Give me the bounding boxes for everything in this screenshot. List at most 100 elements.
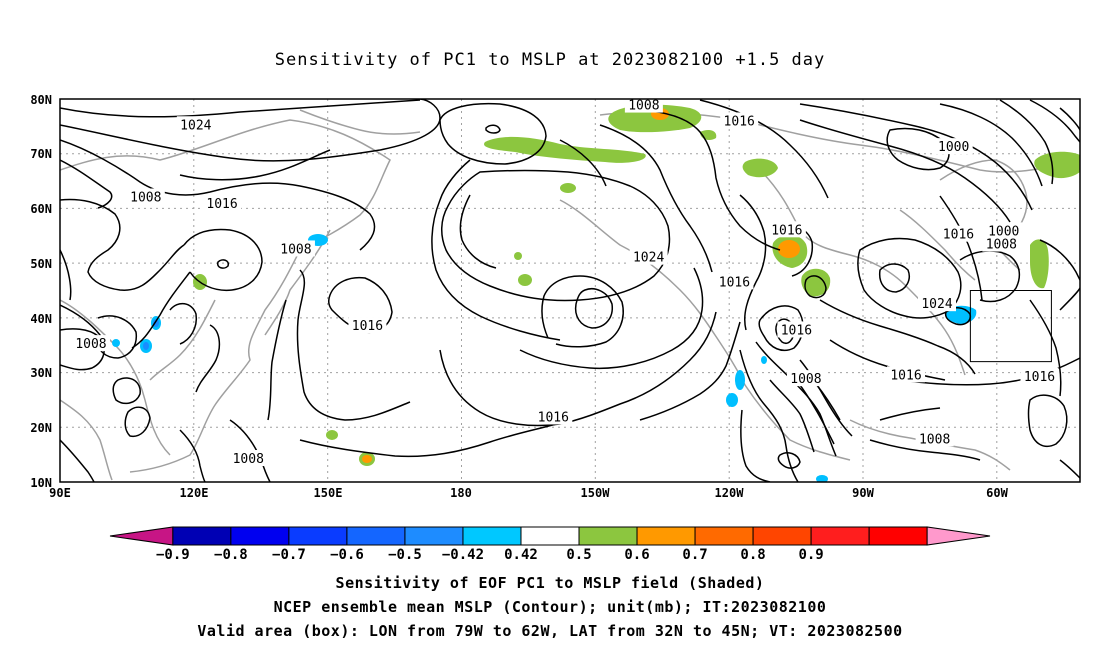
positive-patch-strong [362,455,372,463]
negative-patch [112,339,120,347]
longitude-labels: 90E 120E 150E 180 150W 120W 90W 60W [49,486,1008,500]
contour-label: 1008 [280,242,311,257]
caption-line-3: Valid area (box): LON from 79W to 62W, L… [197,622,903,640]
contour-label-bg [767,221,806,238]
contour-label: 1016 [1024,370,1055,385]
lat-label: 40N [30,312,52,326]
contour-label: 1016 [781,323,812,338]
colorbar [109,526,991,546]
map-border [59,98,1081,483]
map-title: Sensitivity of PC1 to MSLP at 2023082100… [274,50,826,70]
positive-patch [742,158,778,178]
contour-label: 1008 [919,432,950,447]
contour-label-bg [982,235,1021,252]
contour-label: 1008 [75,337,106,352]
positive-patch [484,136,646,163]
contour-label-bg [624,99,663,113]
colorbar-tick-label: 0.9 [798,547,823,563]
colorbar-tick-label: −0.9 [156,547,190,563]
colorbar-swatch [288,526,348,546]
caption-line-1: Sensitivity of EOF PC1 to MSLP field (Sh… [335,574,765,592]
colorbar-swatch [520,526,580,546]
contour-label-bg [348,317,387,334]
contour-label: 1008 [986,238,1017,253]
contour-label: 1008 [130,190,161,205]
contour-label: 1016 [206,197,237,212]
lon-label: 90W [852,486,874,500]
colorbar-swatch [694,526,754,546]
valid-area-box [969,290,1052,363]
colorbar-labels: −0.9 −0.8 −0.7 −0.6 −0.5 −0.42 0.42 0.5 0.6 0.7 0.… [156,547,824,563]
negative-patch-strong [153,319,159,327]
lon-label: 60W [986,486,1008,500]
negative-patch [816,475,828,482]
contour-label: 1016 [719,275,750,290]
contour-label-bg [720,112,759,129]
caption-line-2: NCEP ensemble mean MSLP (Contour); unit(… [273,598,827,616]
positive-patch [801,268,831,297]
contour-label: 1016 [352,319,383,334]
lat-label: 50N [30,257,52,271]
contour-label-bg [276,240,315,257]
contour-label-bg [629,248,668,265]
colorbar-tick-label: −0.8 [214,547,248,563]
contour-label: 1008 [790,372,821,387]
colorbar-tick-label: −0.6 [330,547,364,563]
contour-label-bg [887,366,926,383]
lon-label: 180 [450,486,472,500]
colorbar-tick-label: 0.8 [740,547,765,563]
lat-label: 30N [30,366,52,380]
contour-label: 1016 [890,368,921,383]
colorbar-swatch [172,526,232,546]
colorbar-under-arrow [109,526,174,546]
contour-label-bg [126,188,165,205]
lat-label: 80N [30,93,52,107]
contour-label-bg [918,295,957,312]
colorbar-swatch [868,526,928,546]
colorbar-tick-label: 0.6 [624,547,649,563]
positive-patch [1030,239,1049,289]
contour-label: 1008 [628,99,659,114]
positive-patch [560,183,576,193]
contour-label: 1016 [724,114,755,129]
contour-label-bg [229,450,268,467]
positive-patch [514,252,522,260]
contour-label-bg [71,335,110,352]
contour-label-bg [934,138,973,155]
latitude-labels: 80N 70N 60N 50N 40N 30N 20N 10N [30,93,52,490]
contour-label-bg [786,370,825,387]
lon-label: 120E [180,486,209,500]
colorbar-swatch [462,526,522,546]
lon-label: 120W [715,486,745,500]
contour-label-bg [534,408,573,425]
negative-patch [735,370,745,390]
colorbar-tick-label: −0.7 [272,547,306,563]
positive-patch [518,274,532,286]
colorbar-swatch [230,526,290,546]
lat-label: 60N [30,202,52,216]
contour-label: 1016 [538,410,569,425]
positive-patch [326,430,338,440]
negative-patch-strong [143,342,149,350]
colorbar-swatch [636,526,696,546]
negative-patch [726,393,738,407]
lat-label: 10N [30,476,52,490]
contour-label-bg [984,222,1023,239]
colorbar-tick-label: −0.5 [388,547,422,563]
positive-patch-strong [778,240,800,258]
colorbar-tick-label: 0.7 [682,547,707,563]
colorbar-over-arrow [926,526,991,546]
contour-label-bg [777,321,816,338]
positive-patch [1034,151,1080,179]
lon-label: 90E [49,486,71,500]
colorbar-swatch [346,526,406,546]
contour-label: 1008 [233,452,264,467]
colorbar-swatch [752,526,812,546]
contour-label: 1000 [938,140,969,155]
contour-label-bg [915,430,954,447]
colorbar-tick-label: 0.42 [504,547,538,563]
lon-label: 150W [581,486,611,500]
colorbar-swatch [578,526,638,546]
